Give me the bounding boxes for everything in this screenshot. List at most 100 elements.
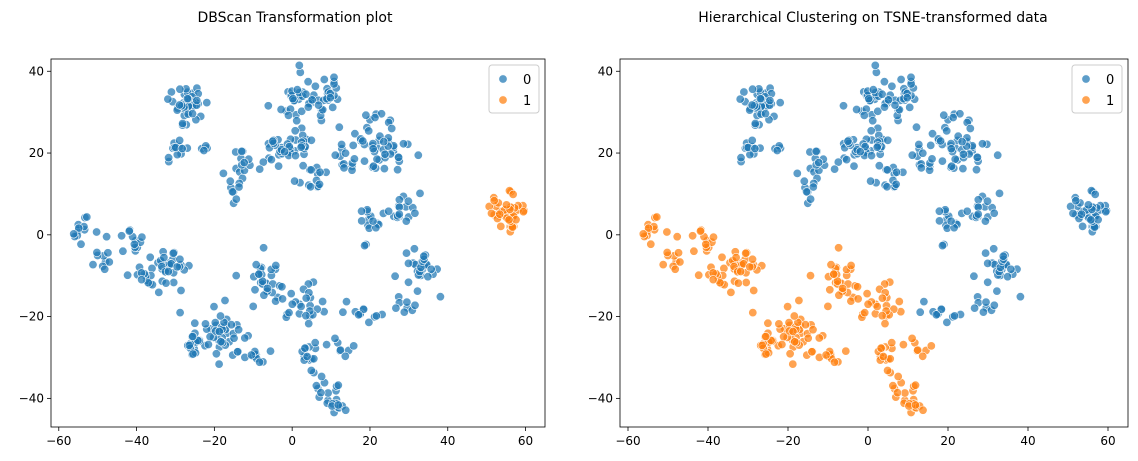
scatter-point — [357, 216, 367, 226]
x-tick-label: 40 — [440, 434, 455, 448]
x-tick-label: 20 — [940, 434, 955, 448]
legend-frame — [488, 64, 540, 114]
scatter-point — [883, 135, 893, 145]
scatter-point — [849, 161, 859, 171]
scatter-point — [747, 254, 757, 264]
hierarchical-chart: Hierarchical Clustering on TSNE-transfor… — [588, 10, 1129, 448]
scatter-point — [310, 81, 320, 91]
scatter-point — [163, 94, 173, 104]
scatter-point — [958, 149, 968, 159]
scatter-point — [339, 163, 349, 173]
scatter-point — [834, 243, 844, 253]
scatter-point — [934, 206, 944, 216]
scatter-point — [409, 244, 419, 254]
scatter-point — [218, 168, 228, 178]
scatter-point — [731, 253, 741, 263]
scatter-point — [877, 293, 887, 303]
scatter-point — [825, 285, 835, 295]
scatter-point — [163, 266, 173, 276]
scatter-point — [214, 326, 224, 336]
scatter-point — [785, 349, 795, 359]
scatter-point — [226, 320, 236, 330]
legend-label: 0 — [523, 73, 531, 88]
scatter-point — [747, 100, 757, 110]
scatter-point — [761, 331, 771, 341]
scatter-point — [368, 144, 378, 154]
scatter-point — [301, 311, 311, 321]
scatter-point — [878, 351, 888, 361]
scatter-point — [403, 258, 413, 268]
scatter-point — [69, 229, 79, 239]
points-layer — [638, 60, 1112, 417]
scatter-point — [876, 343, 886, 353]
plot-frame — [50, 58, 546, 428]
scatter-point — [833, 157, 843, 167]
scatter-point — [271, 260, 281, 270]
scatter-point — [747, 135, 757, 145]
scatter-point — [317, 371, 327, 381]
scatter-point — [970, 303, 980, 313]
scatter-point — [228, 187, 238, 197]
scatter-point — [303, 77, 313, 87]
scatter-point — [872, 142, 882, 152]
scatter-point — [765, 96, 775, 106]
legend-marker — [498, 95, 508, 105]
scatter-point — [790, 337, 800, 347]
x-tick-label: 0 — [864, 434, 872, 448]
scatter-point — [175, 254, 185, 264]
scatter-point — [1086, 215, 1096, 225]
x-tick-label: 20 — [362, 434, 377, 448]
dbscan-chart: DBScan Transformation plot −60 −40 −20 0 20 4… — [19, 10, 546, 448]
scatter-point — [918, 148, 928, 158]
scatter-point — [750, 144, 760, 154]
scatter-point — [303, 102, 313, 112]
scatter-point — [296, 142, 306, 152]
scatter-point — [229, 333, 239, 343]
scatter-point — [274, 161, 284, 171]
scatter-point — [288, 94, 298, 104]
scatter-point — [907, 333, 917, 343]
y-tick-label: −20 — [19, 310, 44, 324]
x-tick-label: 60 — [518, 434, 533, 448]
scatter-point — [907, 150, 917, 160]
scatter-point — [834, 290, 844, 300]
scatter-point — [946, 216, 956, 226]
scatter-point — [741, 277, 751, 287]
scatter-point — [364, 126, 374, 136]
scatter-point — [209, 302, 219, 312]
chart-title: DBScan Transformation plot — [198, 10, 393, 26]
y-tick-label: 40 — [598, 64, 613, 78]
scatter-point — [927, 154, 937, 164]
scatter-point — [92, 227, 102, 237]
scatter-point — [393, 165, 403, 175]
legend-label: 1 — [523, 94, 531, 109]
scatter-point — [902, 93, 912, 103]
scatter-point — [942, 126, 952, 136]
scatter-point — [947, 161, 957, 171]
scatter-point — [391, 303, 401, 313]
scatter-point — [292, 116, 302, 126]
scatter-point — [184, 340, 194, 350]
scatter-point — [958, 164, 968, 174]
scatter-point — [977, 139, 987, 149]
scatter-point — [993, 150, 1003, 160]
scatter-point — [736, 153, 746, 163]
scatter-point — [501, 200, 511, 210]
scatter-point — [234, 325, 244, 335]
scatter-point — [788, 326, 798, 336]
scatter-point — [310, 338, 320, 348]
scatter-point — [297, 106, 307, 116]
scatter-point — [287, 299, 297, 309]
scatter-point — [853, 294, 863, 304]
x-tick-label: 40 — [1020, 434, 1035, 448]
scatter-point — [325, 93, 335, 103]
scatter-point — [203, 339, 213, 349]
scatter-point — [255, 164, 265, 174]
scatter-point — [315, 167, 325, 177]
scatter-point — [866, 176, 876, 186]
x-tick-label: −40 — [695, 434, 720, 448]
scatter-point — [937, 241, 947, 251]
scatter-point — [364, 317, 374, 327]
scatter-point — [658, 260, 668, 270]
scatter-point — [689, 246, 699, 256]
